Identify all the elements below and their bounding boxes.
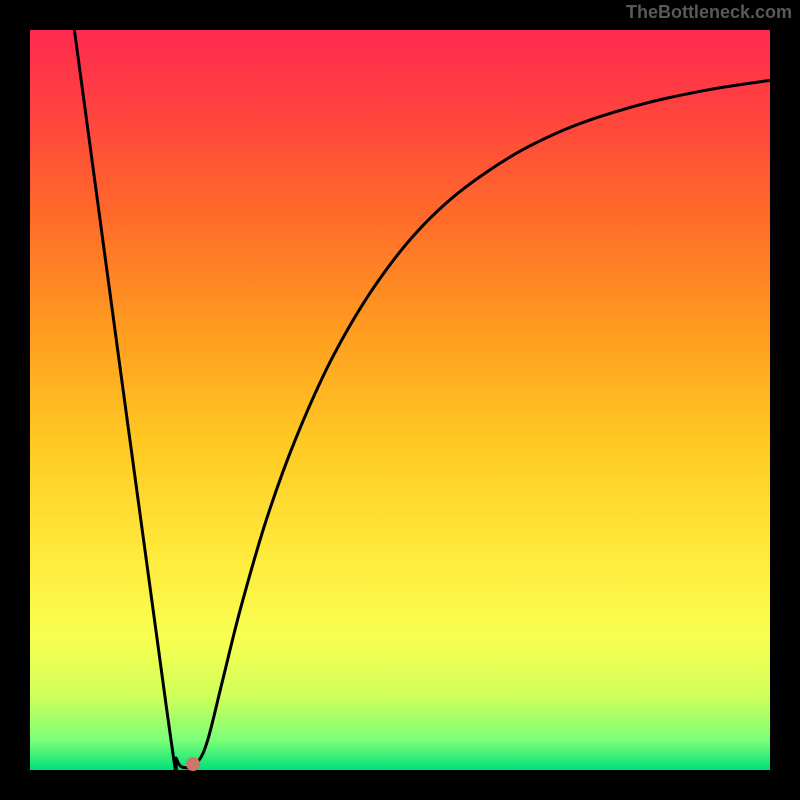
optimum-marker [186,757,200,771]
bottleneck-curve [74,30,770,770]
watermark-text: TheBottleneck.com [626,2,792,23]
plot-area [30,30,770,770]
chart-container: TheBottleneck.com [0,0,800,800]
curve-svg [30,30,770,770]
